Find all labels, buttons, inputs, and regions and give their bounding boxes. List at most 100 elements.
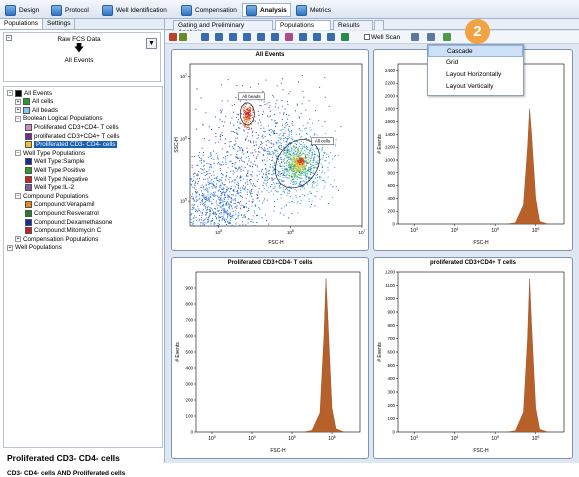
tree-item[interactable]: Proliferated CD3+CD4- T cells: [23, 123, 119, 131]
scatter-point: [198, 208, 200, 210]
tab-compensation[interactable]: Compensation: [178, 3, 240, 17]
scatter-point: [297, 158, 299, 160]
scatter-point: [264, 149, 266, 151]
tree-item[interactable]: − Boolean Logical Populations: [15, 115, 102, 123]
doctab-results[interactable]: Results: [333, 20, 373, 30]
layout-window-icon[interactable]: [427, 33, 435, 41]
refresh-icon[interactable]: [341, 33, 349, 41]
collapse-icon[interactable]: −: [7, 90, 13, 96]
backgating-icon[interactable]: [271, 33, 279, 41]
collapse-icon[interactable]: −: [6, 35, 12, 41]
scatter-point: [209, 196, 211, 197]
collapse-icon[interactable]: −: [15, 193, 21, 200]
tree-item[interactable]: proliferated CD3+CD4+ T cells: [23, 132, 120, 140]
well-scan-checkbox[interactable]: [364, 34, 370, 40]
population-tool-icon[interactable]: [169, 33, 177, 41]
scatter-point: [231, 165, 233, 167]
scatter-point: [309, 136, 311, 138]
scatter-point: [273, 172, 275, 174]
menu-item-layout-horizontally[interactable]: Layout Horizontally: [446, 71, 502, 78]
scatter-point: [234, 202, 236, 204]
scatter-point: [254, 204, 256, 206]
layout-arrange-icon[interactable]: [443, 33, 451, 41]
scatter-point: [307, 147, 309, 149]
scatter-point: [294, 150, 296, 152]
tree-item[interactable]: Compound:Verapamil: [23, 201, 95, 209]
new-tab-icon[interactable]: [374, 20, 384, 30]
expand-icon[interactable]: +: [15, 98, 21, 105]
plate-view-icon[interactable]: [299, 33, 307, 41]
scatter-point: [202, 169, 204, 171]
tree-item[interactable]: Compound:Mitomycin C: [23, 227, 101, 235]
tree-item[interactable]: Proliferated CD3- CD4- cells: [23, 141, 118, 149]
tab-design[interactable]: Design: [2, 3, 42, 17]
scatter-point: [299, 171, 301, 173]
tree-item[interactable]: + Well Populations: [7, 244, 62, 252]
tab-well-identification[interactable]: Well Identification: [99, 3, 170, 17]
scatter-point: [334, 167, 336, 168]
density-plot-icon[interactable]: [229, 33, 237, 41]
tree-item[interactable]: Compound:Dexamethasone: [23, 218, 112, 226]
scatter-point: [207, 194, 209, 196]
table-icon[interactable]: [327, 33, 335, 41]
scatter-point: [269, 129, 271, 131]
tree-item[interactable]: + Compensation Populations: [15, 235, 98, 243]
scatter-point: [219, 119, 221, 121]
scatter-point: [294, 158, 296, 160]
gate-tool-icon[interactable]: [179, 33, 187, 41]
scatter-point: [288, 161, 290, 163]
raw-data-all-events[interactable]: All Events: [64, 57, 94, 64]
tab-metrics[interactable]: Metrics: [293, 3, 334, 17]
scatter-point: [264, 131, 266, 133]
tab-settings[interactable]: Settings: [43, 19, 76, 29]
scatter-point: [240, 177, 241, 179]
menu-item-layout-vertically[interactable]: Layout Vertically: [446, 83, 494, 90]
scatter-point: [296, 177, 298, 179]
histogram-icon[interactable]: [201, 33, 209, 41]
tree-item[interactable]: Well Type:Sample: [23, 158, 85, 166]
tree-item[interactable]: − All Events: [7, 89, 52, 97]
expand-icon[interactable]: +: [7, 244, 13, 251]
tab-populations[interactable]: Populations: [0, 19, 43, 29]
tree-item[interactable]: Well Type:Positive: [23, 166, 85, 174]
tree-item[interactable]: Compound:Resveratrol: [23, 209, 99, 217]
contour-plot-icon[interactable]: [243, 33, 251, 41]
collapse-icon[interactable]: −: [15, 150, 21, 157]
scatter-point: [234, 198, 236, 200]
scatter-point: [313, 159, 315, 161]
tree-item[interactable]: + All beads: [15, 106, 58, 114]
scatter-point: [249, 114, 251, 116]
menu-item-grid[interactable]: Grid: [446, 59, 459, 66]
doctab-populations[interactable]: Populations: [275, 20, 331, 30]
plot-window-cd3-cd4-neg[interactable]: Proliferated CD3+CD4- T cells 0 100 200 300 4…: [171, 257, 369, 459]
tree-item[interactable]: − Compound Populations: [15, 192, 88, 200]
scatter-point: [232, 146, 234, 148]
overlay-plot-icon[interactable]: [257, 33, 265, 41]
expand-icon[interactable]: +: [15, 236, 21, 243]
statistics-icon[interactable]: [313, 33, 321, 41]
layout-list-icon[interactable]: [411, 33, 419, 41]
scatter-point: [309, 177, 311, 179]
tree-item[interactable]: Well Type:Negative: [23, 175, 88, 183]
tree-item[interactable]: + All cells: [15, 98, 53, 106]
tab-analysis[interactable]: Analysis: [242, 3, 291, 17]
dotplot-icon[interactable]: [215, 33, 223, 41]
scatter-point: [284, 127, 286, 129]
scatter-point: [254, 115, 256, 117]
tree-item[interactable]: Well Type:IL-2: [23, 184, 74, 192]
plot-window-cd3-cd4-pos[interactable]: proliferated CD3+CD4+ T cells 0 100 200 300 4…: [373, 257, 573, 459]
scatter-point: [192, 222, 194, 224]
scatter-point: [238, 192, 240, 194]
tab-protocol[interactable]: Protocol: [48, 3, 92, 17]
scatter-point: [277, 137, 279, 139]
doctab-gating[interactable]: Gating and Preliminary Analysis: [173, 20, 273, 36]
expand-icon[interactable]: +: [15, 107, 21, 114]
scatter-point: [227, 209, 229, 211]
plot-window-all-events[interactable]: All Events 105 105 106 106 107 107 All beads All…: [171, 49, 369, 251]
filter-icon[interactable]: ▼: [146, 38, 157, 49]
tree-item[interactable]: − Well Type Populations: [15, 149, 85, 157]
collapse-icon[interactable]: −: [15, 115, 21, 122]
menu-item-cascade[interactable]: Cascade: [428, 45, 523, 57]
scatter-point: [337, 154, 339, 156]
heatmap-icon[interactable]: [285, 33, 293, 41]
